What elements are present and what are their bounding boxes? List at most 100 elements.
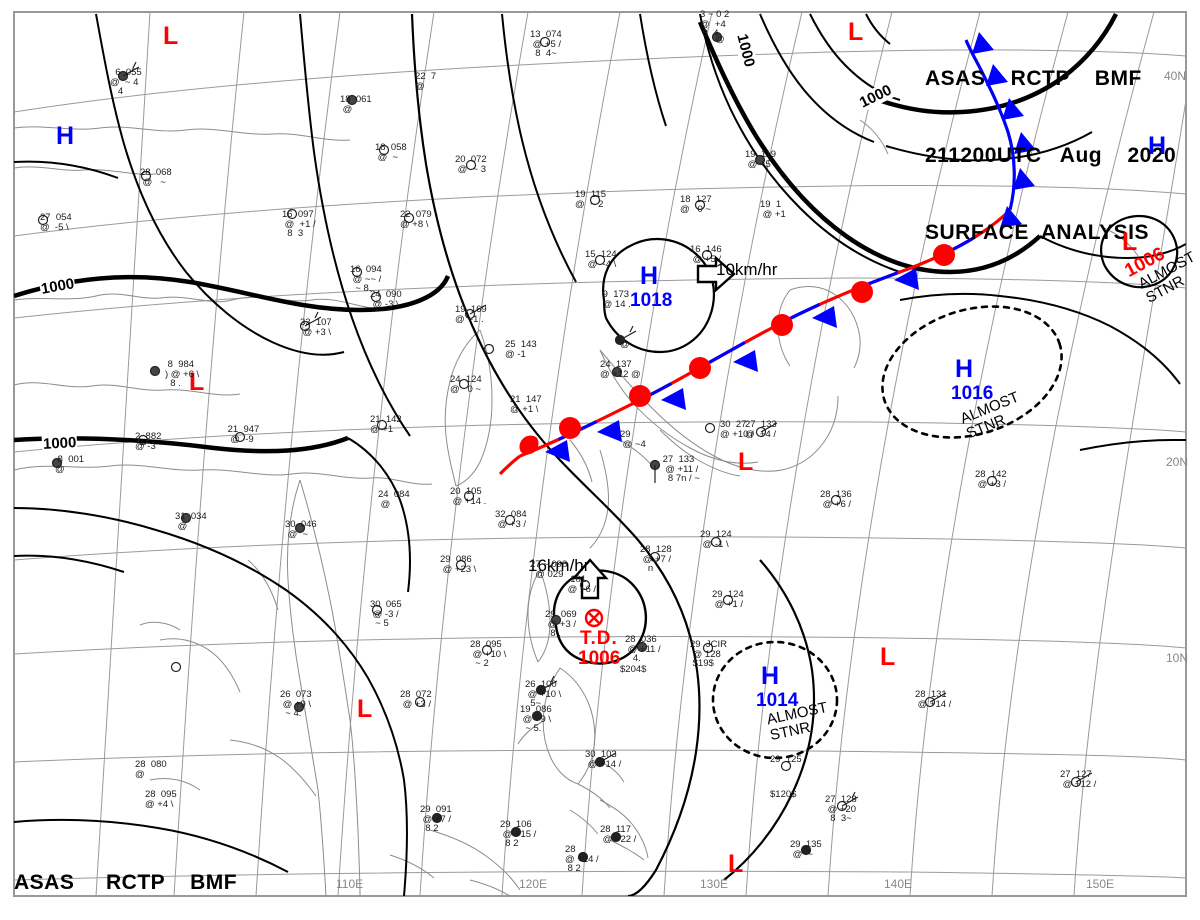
station-report: 13 074 @ +5 / 8 4~	[530, 29, 562, 59]
station-report: 29 125	[770, 754, 802, 765]
station-report: 18 127 @ 0 ~	[680, 194, 712, 215]
lat-label-20n: 20N	[1166, 455, 1189, 469]
station-report: 21 147 @ +1 \	[510, 394, 542, 415]
station-report: 21 947 @ -9	[227, 424, 260, 445]
lon-label-140e: 140E	[884, 877, 913, 891]
station-report: 24 124 @ 0 ~	[450, 374, 482, 395]
station-report: 20 105 @ +14 .	[450, 486, 487, 507]
low-center-top-left: L	[163, 22, 179, 50]
station-report: $204$	[620, 664, 647, 675]
station-report: 27 128 @ +20 8 3~	[825, 794, 857, 824]
station-report: 22 079 @ +8 \	[400, 209, 432, 230]
high-center-left: H	[56, 122, 75, 150]
chart-title-top: ASAS RCTP BMF 211200UTC Aug 2020 SURFACE…	[925, 16, 1176, 295]
station-report: 28 @ +14 / 8 2	[565, 844, 599, 874]
station-report: 8 001 @	[55, 454, 85, 475]
low-center-bottom: L	[728, 850, 744, 878]
station-report: 25 143 @ -1	[505, 339, 537, 360]
station-report: 28 072 @ +3 /	[400, 689, 432, 710]
station-report: 18 058 @ ~	[375, 142, 407, 163]
station-report: 28 142 @ +3 /	[975, 469, 1007, 490]
isobar-label-2: 1000	[41, 434, 78, 453]
station-report: 19 119 @ +5 .	[745, 149, 777, 170]
station-report: 28 136 @ +6 /	[820, 489, 852, 510]
station-report: 31 034 @	[175, 511, 207, 532]
station-report: 28 080 @	[135, 759, 167, 780]
station-report: 24 090 @ -3 \	[370, 289, 402, 310]
low-center-philippines-east: L	[880, 643, 896, 671]
station-report: 24 084 @	[378, 489, 410, 510]
station-report: 28 131 @ +14 /	[915, 689, 952, 710]
title-line-1: ASAS RCTP BMF	[925, 67, 1142, 90]
station-report: 27 133 @ +4 /	[745, 419, 777, 440]
td-motion-label: 16km/hr	[528, 556, 590, 575]
station-report: 27 133 @ +11 / 8 7n / ~	[662, 454, 700, 484]
high-center-1016-value: 1016	[951, 383, 994, 404]
high-1014-ellipse	[711, 640, 839, 760]
title-line-2: 211200UTC Aug 2020	[925, 144, 1177, 167]
low-center-japan-south: L	[738, 448, 754, 476]
stationary-front-japan	[519, 208, 1012, 462]
station-report: 32 084 @ +3 /	[495, 509, 527, 530]
lon-label-110e: 110E	[336, 877, 364, 891]
warm-front-bumps	[519, 244, 955, 455]
tropical-cyclone-icon	[584, 608, 604, 628]
chart-title-bottom: ASAS RCTP BMF 211200UTC Aug 2020 SURFACE…	[14, 820, 272, 920]
cold-front-barbs	[545, 268, 919, 462]
station-report: 28 095 @ +4 \	[145, 789, 177, 810]
station-report: 30 27 @ +10 /	[720, 419, 754, 440]
station-report: 28 036 @ +11 / 4.	[625, 634, 661, 664]
isobars	[14, 12, 1186, 896]
station-report: 8 984 ) @ +6 \ 8 .	[165, 359, 200, 389]
lon-label-130e: 130E	[700, 877, 729, 891]
station-report: 29 086 @ +23 \	[440, 554, 477, 575]
station-report: 19 1 @ +1	[760, 199, 786, 220]
station-symbols	[37, 31, 1082, 863]
station-report: 29 124 @ +1 /	[712, 589, 744, 610]
station-report: 18 061 @	[340, 94, 372, 115]
station-report: 28 128 @ +7 / n	[640, 544, 672, 574]
high-center-1014-value: 1014	[756, 690, 799, 711]
station-report: @	[715, 34, 725, 45]
station-report: 29 069 @ +3 / 8 .	[545, 609, 577, 639]
station-report: 19 169 @ -1 .	[455, 304, 487, 325]
high-center-1016-symbol: H	[955, 355, 974, 383]
station-report: 9 173 @ 14 .	[602, 289, 631, 310]
station-report: 26 073 @ +9 \ ~ 4.	[280, 689, 312, 719]
lon-label-120e: 120E	[519, 877, 548, 891]
title-bottom-line-1: ASAS RCTP BMF	[14, 871, 238, 894]
station-report: 3 ~ 0 2 @ +4 8 4	[700, 9, 730, 39]
station-report: 22 7 @	[415, 71, 437, 92]
station-report: 21 142 @ +1	[370, 414, 402, 435]
low-center-1006-symbol: L	[1122, 228, 1138, 256]
cold-front-northeast	[964, 32, 1036, 228]
motion-arrow-high-1018	[696, 255, 736, 293]
station-report: 19 086 @ +9 \ ~ 5.	[520, 704, 552, 734]
station-report: 27 127 @ +12 /	[1060, 769, 1097, 790]
wind-barbs	[122, 61, 1093, 807]
station-report: 26 100 @ +10 \ 5~	[525, 679, 562, 709]
high-center-1014-symbol: H	[761, 662, 780, 690]
low-center-indochina: L	[357, 695, 373, 723]
td-pressure: 1006	[578, 648, 621, 669]
station-report: 16 097 @ +1 / 8 3	[282, 209, 316, 239]
station-report: 28 117 @ +22 /	[600, 824, 637, 845]
low-center-top-right: L	[848, 18, 864, 46]
station-report: 19 115 @ ~ 2	[575, 189, 606, 210]
station-report: 27 054 @ -5 \	[40, 212, 72, 233]
station-report: 29 124 @ -1 \	[700, 529, 732, 550]
station-report: 29 106 @ +15 / 8 2	[500, 819, 537, 849]
high-center-right-edge: H	[1148, 132, 1167, 160]
low-center-station-984: L	[189, 368, 205, 396]
station-report: 28 068 @ ~	[140, 167, 172, 188]
station-report: 27 ~ 098 @ 029	[530, 559, 568, 580]
station-report: 2 882 @ -3	[135, 431, 162, 452]
high-center-ellipses	[711, 305, 1063, 760]
station-report: 33 107 @ +3 \	[300, 317, 332, 338]
high-1016-ellipse	[881, 305, 1063, 439]
station-report: 15 124 @ -4 \	[585, 249, 617, 270]
station-report: @	[620, 339, 630, 350]
station-report: 29 JCIR @ 128 $19$	[690, 639, 727, 669]
station-report: 16 146 @ +5 /	[690, 244, 722, 265]
